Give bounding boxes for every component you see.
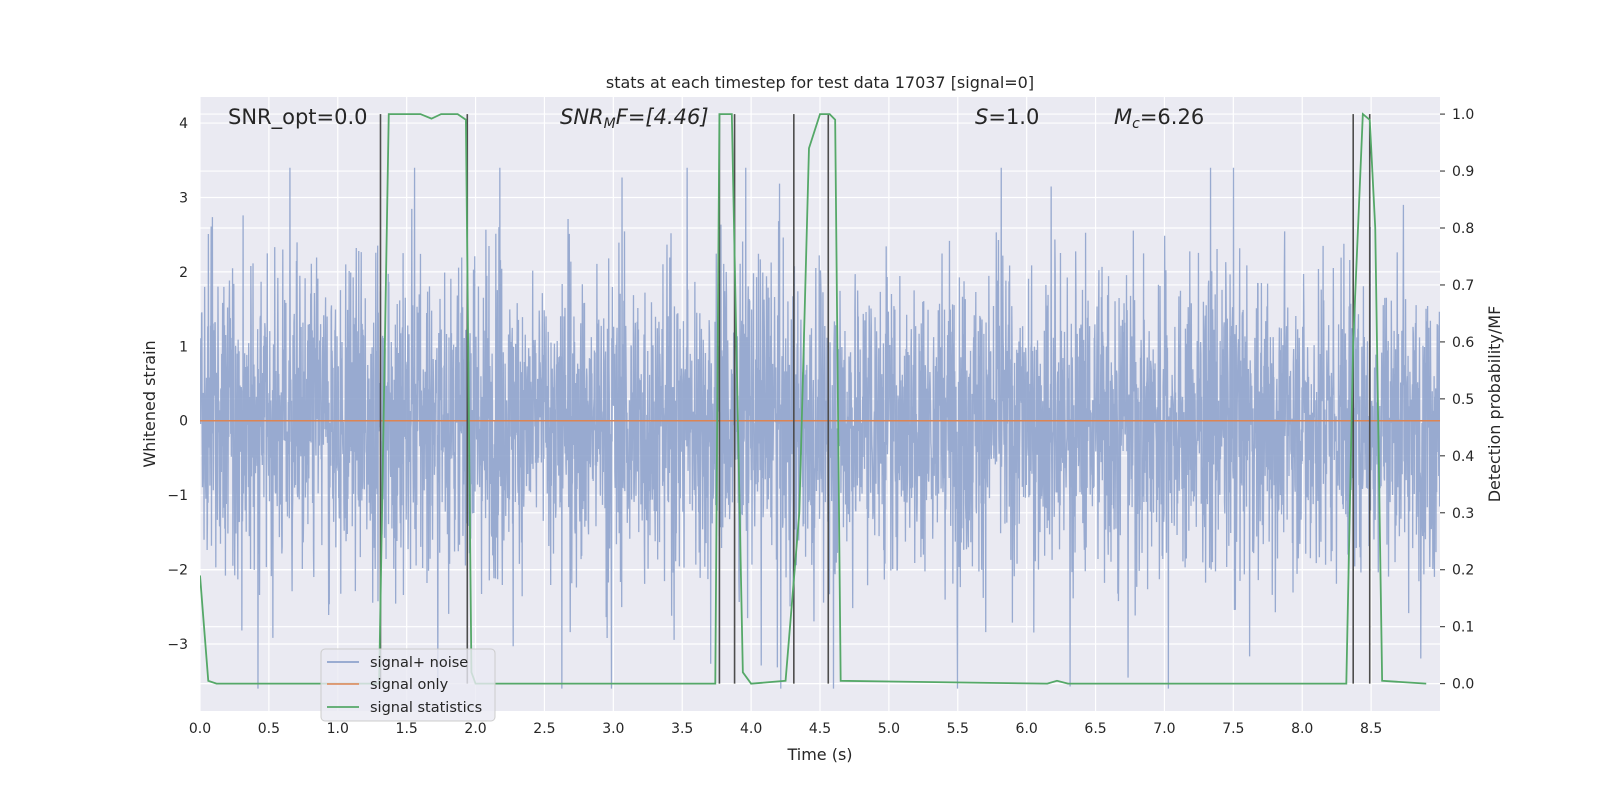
x-tick-label: 7.5 [1222,721,1244,737]
y-axis-label: Whitened strain [140,340,159,467]
x-tick-label: 0.0 [189,721,211,737]
y2-tick-label: 0.9 [1452,164,1474,180]
x-tick-label: 4.5 [809,721,831,737]
annotation-snr-opt: SNR_opt=0.0 [228,105,368,130]
y2-tick-label: 1.0 [1452,107,1474,123]
y-tick-label: 1 [179,339,188,355]
legend-label-statistics: signal statistics [370,700,482,716]
signal-statistics-series [200,112,1427,685]
noise-line [200,167,1440,689]
x-tick-label: 8.5 [1360,721,1382,737]
x-tick-label: 1.5 [396,721,418,737]
x-tick-label: 1.0 [327,721,349,737]
x-tick-label: 3.0 [602,721,624,737]
legend-box [320,648,496,722]
y-tick-label: −2 [167,563,188,579]
y2-tick-labels: 1.0 0.9 0.8 0.7 0.6 0.5 0.4 0.3 0.2 0.1 0.0 [1440,107,1474,693]
x-tick-label: 6.5 [1084,721,1106,737]
x-tick-label: 0.5 [258,721,280,737]
annotation-mc: Mc=6.26 [1114,105,1204,132]
y-tick-labels: 4 3 2 1 0 −1 −2 −3 [167,116,188,653]
y2-tick-label: 0.4 [1452,449,1474,465]
x-tick-label: 7.0 [1153,721,1175,737]
y2-tick-label: 0.1 [1452,620,1474,636]
legend-label-noise: signal+ noise [370,655,468,671]
legend: signal+ noise signal only signal statist… [320,648,496,722]
y2-axis-label: Detection probability/MF [1485,306,1504,503]
y-tick-label: 0 [179,414,188,430]
annotation-snr-mf: SNRMF=[4.46] [560,105,709,132]
x-tick-label: 5.5 [947,721,969,737]
x-axis-label: Time (s) [786,745,852,764]
y-tick-label: 2 [179,265,188,281]
x-tick-label: 2.5 [533,721,555,737]
y-tick-label: 3 [179,190,188,206]
y2-tick-label: 0.3 [1452,506,1474,522]
x-tick-label: 5.0 [878,721,900,737]
y2-tick-label: 0.0 [1452,677,1474,693]
y-tick-label: −1 [167,488,188,504]
y2-tick-label: 0.2 [1452,563,1474,579]
x-tick-label: 8.0 [1291,721,1313,737]
y-tick-label: −3 [167,637,188,653]
x-tick-labels: 0.0 0.5 1.0 1.5 2.0 2.5 3.0 3.5 4.0 4.5 5.0 5.5 6.0 6… [189,721,1382,737]
y2-tick-label: 0.7 [1452,278,1474,294]
x-tick-label: 6.0 [1016,721,1038,737]
chart-title: stats at each timestep for test data 170… [606,73,1034,92]
x-tick-label: 3.5 [671,721,693,737]
legend-label-signal: signal only [370,677,449,693]
annotation-s: S=1.0 [975,105,1039,129]
noise-series [200,167,1440,689]
x-tick-label: 2.0 [464,721,486,737]
y2-tick-label: 0.6 [1452,335,1474,351]
x-tick-label: 4.0 [740,721,762,737]
y2-tick-label: 0.8 [1452,221,1474,237]
signal-statistics-line [200,112,1427,685]
y2-tick-label: 0.5 [1452,392,1474,408]
y-tick-label: 4 [179,116,188,132]
